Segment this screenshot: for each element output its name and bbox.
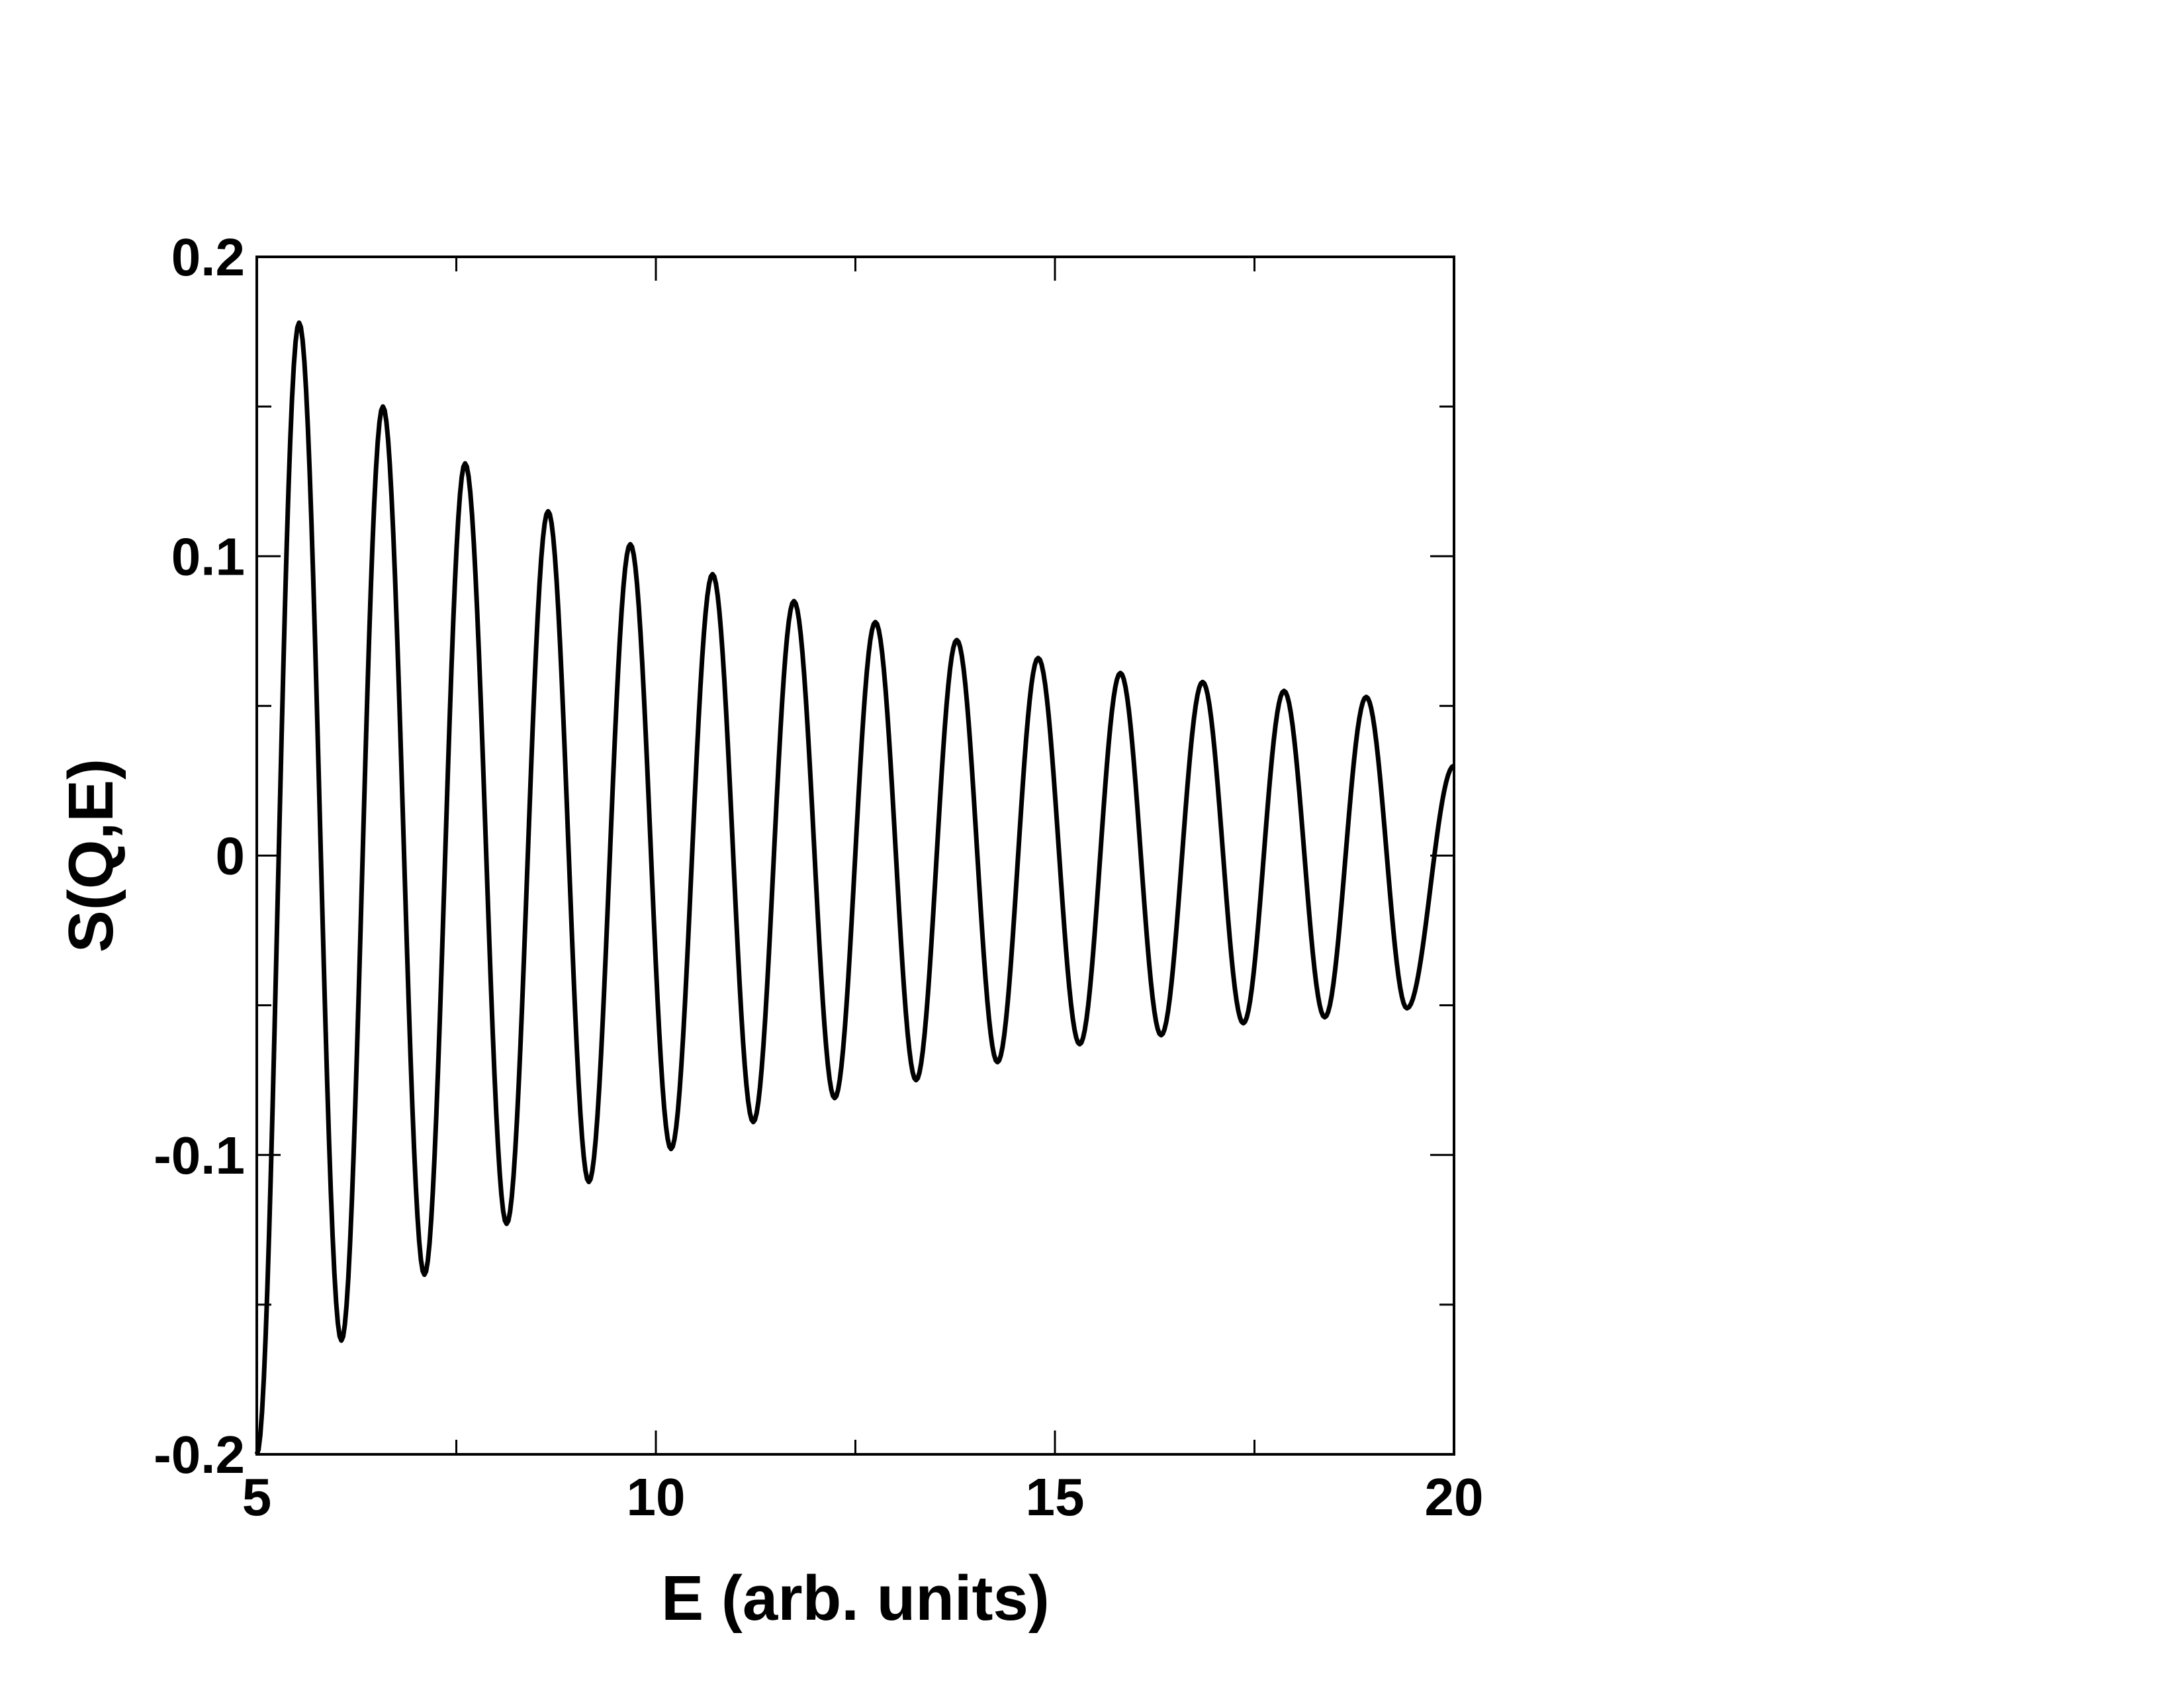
- plot-frame: [255, 256, 1455, 1456]
- x-tick-label: 20: [1425, 1468, 1484, 1526]
- y-tick-label: 0.2: [171, 228, 245, 287]
- x-tick-label: 10: [627, 1468, 686, 1526]
- x-tick-label: 15: [1026, 1468, 1085, 1526]
- tick-labels: 5 10 15 20 -0.2 -0.1 0 0.1 0.2: [154, 228, 1483, 1526]
- series-line: [254, 320, 1455, 1456]
- y-tick-label: 0.1: [171, 527, 245, 586]
- y-tick-label: -0.1: [154, 1126, 245, 1185]
- y-tick-label: -0.2: [154, 1425, 245, 1484]
- x-tick-label: 5: [242, 1468, 272, 1526]
- y-tick-label: 0: [216, 827, 246, 886]
- y-axis-label: S(Q,E): [56, 759, 126, 953]
- x-axis-label: E (arb. units): [661, 1563, 1050, 1634]
